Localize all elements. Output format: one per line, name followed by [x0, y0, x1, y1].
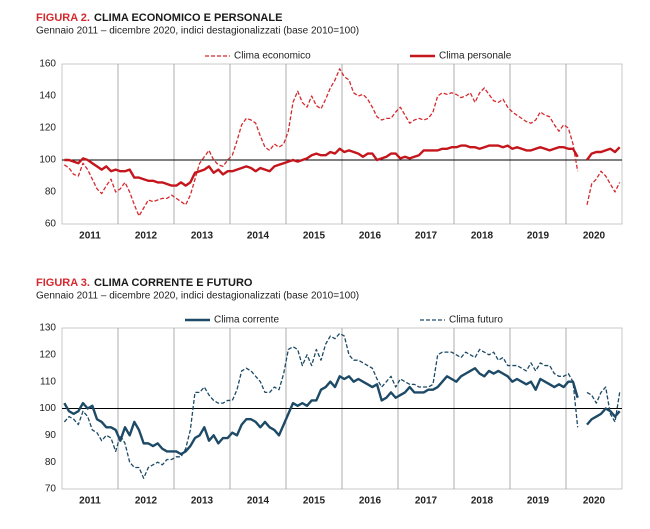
x-tick-label: 2016 [359, 231, 382, 242]
series-line [63, 332, 621, 479]
chart-title: CLIMA ECONOMICO E PERSONALE [94, 12, 282, 24]
x-tick-label: 2014 [247, 496, 270, 507]
y-tick-label: 90 [45, 430, 57, 441]
x-tick-label: 2020 [583, 496, 606, 507]
y-tick-label: 130 [39, 323, 56, 334]
x-tick-label: 2015 [303, 231, 326, 242]
x-tick-label: 2016 [359, 496, 382, 507]
legend-label: Clima economico [234, 51, 311, 62]
x-tick-label: 2018 [471, 496, 494, 507]
y-tick-label: 120 [39, 123, 56, 134]
y-tick-label: 100 [39, 403, 56, 414]
x-tick-label: 2013 [191, 231, 214, 242]
chart-subtitle: Gennaio 2011 – dicembre 2020, indici des… [36, 291, 359, 302]
y-tick-label: 60 [45, 219, 57, 230]
figure-label: FIGURA 2. [36, 12, 90, 24]
chart: FIGURA 3. CLIMA CORRENTE E FUTURO Gennaio … [36, 277, 623, 507]
y-tick-label: 80 [45, 187, 57, 198]
y-tick-label: 80 [45, 457, 57, 468]
chart-subtitle: Gennaio 2011 – dicembre 2020, indici des… [36, 26, 359, 37]
y-tick-label: 110 [40, 376, 56, 387]
figure-label: FIGURA 3. [36, 277, 90, 289]
x-tick-label: 2020 [583, 231, 606, 242]
x-tick-label: 2018 [471, 231, 494, 242]
x-tick-label: 2014 [247, 231, 270, 242]
series-line [63, 367, 621, 456]
y-tick-label: 100 [39, 155, 56, 166]
y-tick-label: 70 [45, 484, 57, 495]
x-tick-label: 2011 [79, 231, 101, 242]
chart: FIGURA 2. CLIMA ECONOMICO E PERSONALE Genn… [36, 12, 623, 242]
series-line [63, 68, 621, 217]
x-tick-label: 2017 [415, 231, 438, 242]
legend-label: Clima futuro [449, 315, 503, 326]
x-tick-label: 2015 [303, 496, 326, 507]
x-tick-label: 2019 [527, 496, 550, 507]
x-tick-label: 2013 [191, 496, 214, 507]
y-tick-label: 120 [39, 349, 56, 360]
y-tick-label: 140 [39, 91, 56, 102]
chart-title: CLIMA CORRENTE E FUTURO [94, 277, 253, 289]
legend-label: Clima personale [439, 51, 512, 62]
x-tick-label: 2019 [527, 231, 550, 242]
x-tick-label: 2012 [135, 231, 158, 242]
x-tick-label: 2011 [79, 496, 101, 507]
legend-label: Clima corrente [214, 315, 279, 326]
series-line [64, 144, 621, 187]
x-tick-label: 2012 [135, 496, 158, 507]
x-tick-label: 2017 [415, 496, 438, 507]
y-tick-label: 160 [39, 59, 56, 70]
